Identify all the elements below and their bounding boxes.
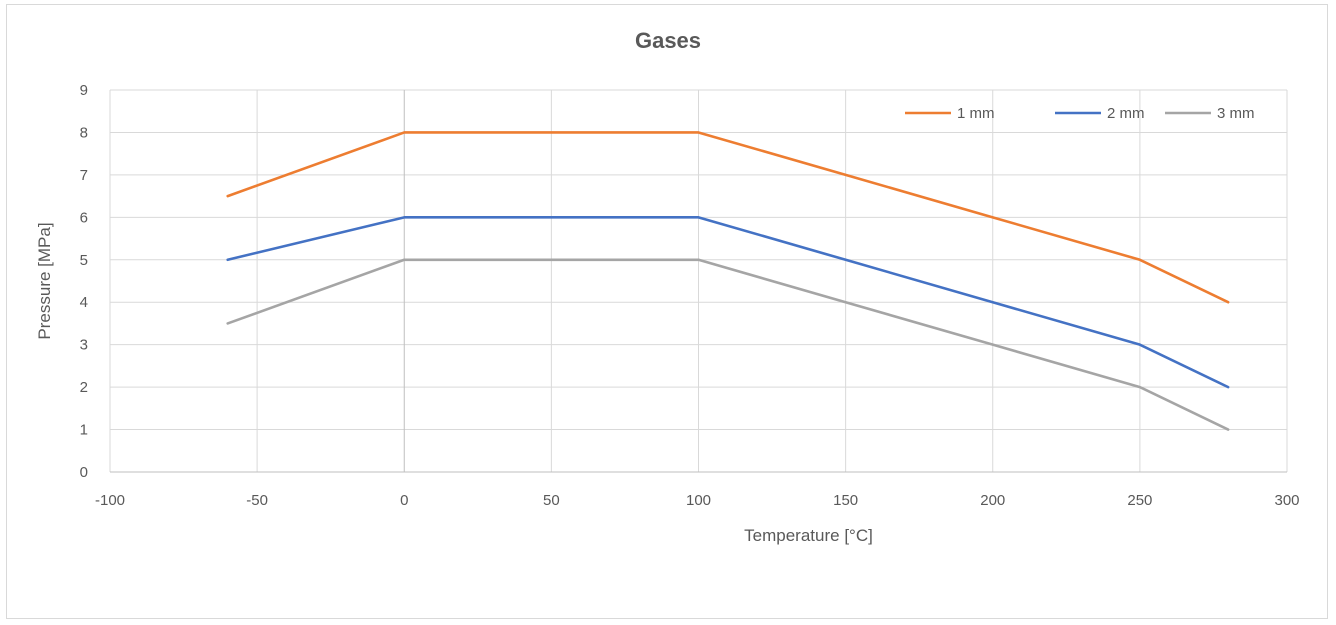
x-tick-label: 300 [1274, 492, 1299, 509]
y-tick-label: 5 [80, 252, 88, 269]
y-tick-label: 9 [80, 82, 88, 99]
series-line-2 [226, 216, 1230, 389]
gridlines [109, 89, 1288, 472]
x-tick-label: 50 [543, 492, 560, 509]
x-tick-label: 250 [1127, 492, 1152, 509]
axes: 0 1 2 3 4 5 6 7 8 9 -100 -50 0 50 100 150 200 250 300 [80, 82, 1300, 509]
y-axis-title: Pressure [MPa] [35, 222, 54, 339]
x-axis-title: Temperature [°C] [744, 526, 873, 545]
y-tick-label: 1 [80, 422, 88, 439]
y-tick-label: 6 [80, 209, 88, 226]
x-tick-label: -50 [246, 492, 268, 509]
chart-frame [6, 4, 1328, 619]
legend-label: 2 mm [1107, 105, 1145, 122]
y-tick-label: 0 [80, 464, 88, 481]
series-lines [226, 131, 1230, 431]
series-line-3 [226, 258, 1230, 431]
chart-title: Gases [634, 28, 702, 53]
legend-label: 1 mm [957, 105, 995, 122]
y-tick-label: 4 [80, 294, 88, 311]
y-tick-label: 8 [80, 124, 88, 141]
x-tick-label: 0 [400, 492, 408, 509]
series-line-1 [226, 131, 1230, 304]
legend: 1 mm 2 mm 3 mm [905, 105, 1255, 122]
y-tick-label: 3 [80, 337, 88, 354]
y-tick-label: 2 [80, 379, 88, 396]
x-tick-label: 100 [686, 492, 711, 509]
y-tick-label: 7 [80, 167, 88, 184]
x-tick-label: 200 [980, 492, 1005, 509]
legend-label: 3 mm [1217, 105, 1255, 122]
x-tick-label: 150 [833, 492, 858, 509]
x-tick-label: -100 [95, 492, 125, 509]
